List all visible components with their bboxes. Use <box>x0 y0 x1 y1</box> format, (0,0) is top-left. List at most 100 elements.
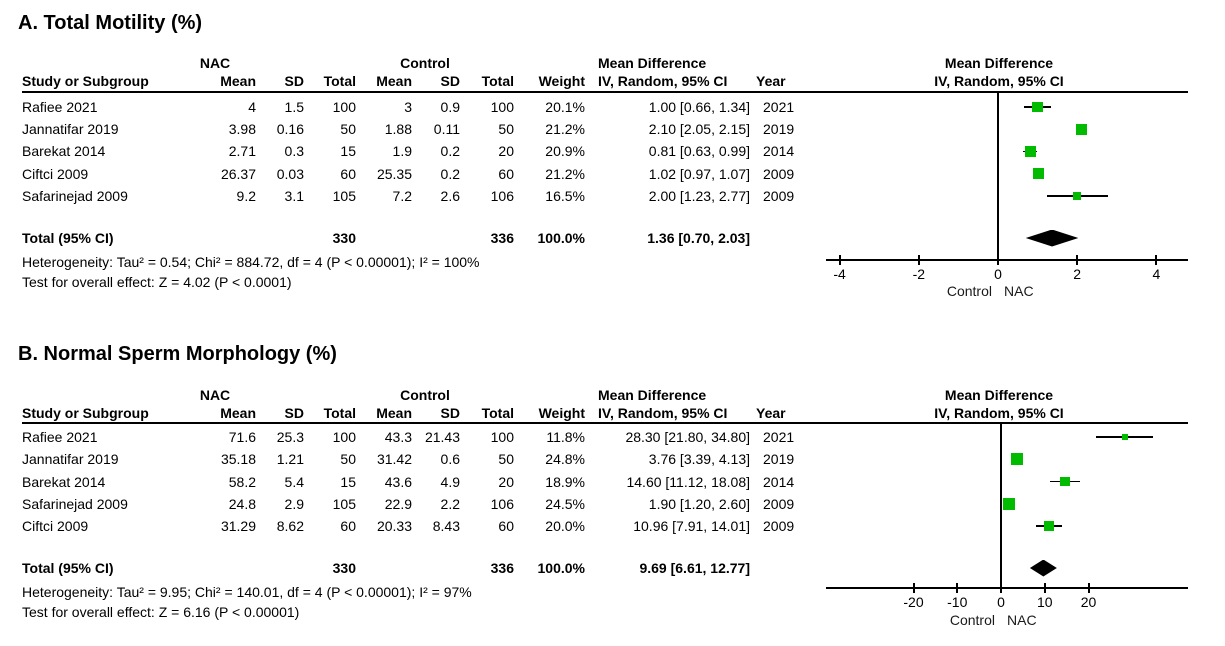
axis-tick <box>838 255 841 265</box>
effect-size-marker <box>1121 433 1128 441</box>
study-name-cell: Safarinejad 2009 <box>22 187 128 204</box>
weight-cell: 20.0% <box>545 518 585 535</box>
axis-line <box>826 587 1188 589</box>
header-underline <box>22 91 1188 93</box>
control-total-cell: 50 <box>498 451 514 468</box>
study-name-cell: Jannatifar 2019 <box>22 451 119 468</box>
control-total-cell: 60 <box>498 518 514 535</box>
column-header-year: Year <box>756 405 786 421</box>
md-ci-cell: 2.10 [2.05, 2.15] <box>648 121 750 138</box>
year-cell: 2009 <box>763 165 795 182</box>
nac-mean-cell: 9.2 <box>236 187 256 204</box>
axis-line <box>826 259 1188 261</box>
axis-tick <box>956 583 959 593</box>
study-row: Safarinejad 2009 9.2 3.1 105 7.2 2.6 106 16.5% 2… <box>0 185 1225 207</box>
md-ci-cell: 28.30 [21.80, 34.80] <box>625 429 750 445</box>
control-mean-cell: 25.35 <box>376 165 412 182</box>
nac-sd-cell: 0.3 <box>284 143 304 160</box>
nac-total-cell: 60 <box>340 165 356 182</box>
axis-tick <box>997 255 999 265</box>
study-name-cell: Barekat 2014 <box>22 143 106 160</box>
nac-mean-cell: 2.71 <box>228 143 256 160</box>
nac-sd-cell: 3.1 <box>284 187 304 204</box>
axis-tick <box>1076 255 1079 265</box>
nac-total-cell: 50 <box>340 451 356 468</box>
total-weight: 100.0% <box>537 230 585 246</box>
study-row: Barekat 2014 58.2 5.4 15 43.6 4.9 20 18.9% 14.60… <box>0 471 1225 493</box>
favours-control-label: Control <box>949 612 995 628</box>
study-row: Safarinejad 2009 24.8 2.9 105 22.9 2.2 106 24.5… <box>0 493 1225 515</box>
pooled-diamond <box>1029 559 1057 577</box>
control-sd-cell: 0.11 <box>433 121 460 138</box>
column-header-year: Year <box>756 73 786 89</box>
nac-group-header: NAC <box>199 55 231 71</box>
axis-tick-label: 4 <box>1152 266 1161 282</box>
control-mean-cell: 1.9 <box>392 143 412 160</box>
column-header-nac-total: Total <box>323 73 356 89</box>
year-cell: 2009 <box>763 187 795 204</box>
control-sd-cell: 0.6 <box>440 451 460 468</box>
control-group-header: Control <box>400 387 450 403</box>
total-label: Total (95% CI) <box>22 230 114 246</box>
total-weight: 100.0% <box>537 560 585 576</box>
favours-nac-label: NAC <box>1007 612 1037 628</box>
favours-control-label: Control <box>946 283 992 299</box>
axis-tick-label: -10 <box>947 594 968 610</box>
control-total-cell: 100 <box>490 99 514 115</box>
study-row: Rafiee 2021 4 1.5 100 3 0.9 100 20.1% 1.00 [0.66… <box>0 96 1225 118</box>
plot-mean-difference-header: Mean Difference <box>944 387 1054 403</box>
effect-size-marker <box>1024 145 1036 157</box>
weight-cell: 21.2% <box>545 121 585 138</box>
axis-tick-label: -20 <box>903 594 924 610</box>
effect-size-marker <box>1043 521 1055 532</box>
column-header-control-sd: SD <box>440 405 460 421</box>
total-control-n: 336 <box>490 560 514 576</box>
effect-size-marker <box>1003 497 1016 510</box>
control-mean-cell: 31.42 <box>376 451 412 468</box>
axis-tick <box>1043 583 1046 593</box>
overall-effect-text: Test for overall effect: Z = 4.02 (P < 0… <box>22 274 292 290</box>
control-sd-cell: 2.6 <box>440 187 460 204</box>
nac-mean-cell: 24.8 <box>228 495 256 512</box>
study-row: Jannatifar 2019 3.98 0.16 50 1.88 0.11 50 21.2%… <box>0 118 1225 140</box>
total-control-n: 336 <box>490 230 514 246</box>
column-header-iv-ci: IV, Random, 95% CI <box>598 405 728 421</box>
nac-mean-cell: 3.98 <box>228 121 256 138</box>
favours-nac-label: NAC <box>1004 283 1034 299</box>
study-name-cell: Ciftci 2009 <box>22 165 89 182</box>
md-ci-cell: 3.76 [3.39, 4.13] <box>648 451 750 468</box>
control-sd-cell: 0.2 <box>440 143 460 160</box>
control-total-cell: 20 <box>498 143 514 160</box>
plot-method-header: IV, Random, 95% CI <box>934 405 1064 421</box>
total-md-ci: 1.36 [0.70, 2.03] <box>647 230 750 246</box>
nac-total-cell: 100 <box>332 99 356 115</box>
column-header-iv-ci: IV, Random, 95% CI <box>598 73 728 89</box>
total-md-ci: 9.69 [6.61, 12.77] <box>639 560 750 576</box>
nac-mean-cell: 26.37 <box>220 165 256 182</box>
column-header-weight: Weight <box>538 73 585 89</box>
control-mean-cell: 1.88 <box>384 121 412 138</box>
md-ci-cell: 2.00 [1.23, 2.77] <box>648 187 750 204</box>
nac-mean-cell: 58.2 <box>228 473 256 490</box>
zero-line <box>997 93 999 260</box>
control-total-cell: 60 <box>498 165 514 182</box>
study-name-cell: Ciftci 2009 <box>22 518 89 535</box>
nac-total-cell: 105 <box>332 187 356 204</box>
weight-cell: 20.9% <box>545 143 585 160</box>
md-ci-cell: 10.96 [7.91, 14.01] <box>633 518 750 535</box>
year-cell: 2019 <box>763 121 795 138</box>
heterogeneity-text: Heterogeneity: Tau² = 9.95; Chi² = 140.0… <box>22 584 472 600</box>
study-name-cell: Safarinejad 2009 <box>22 495 128 512</box>
control-mean-cell: 22.9 <box>384 495 412 512</box>
control-sd-cell: 8.43 <box>432 518 460 535</box>
weight-cell: 11.8% <box>546 429 585 445</box>
effect-size-marker <box>1072 191 1082 201</box>
column-header-control-mean: Mean <box>376 73 412 89</box>
axis-tick <box>1087 583 1090 593</box>
nac-mean-cell: 35.18 <box>220 451 256 468</box>
md-ci-cell: 1.90 [1.20, 2.60] <box>648 495 750 512</box>
